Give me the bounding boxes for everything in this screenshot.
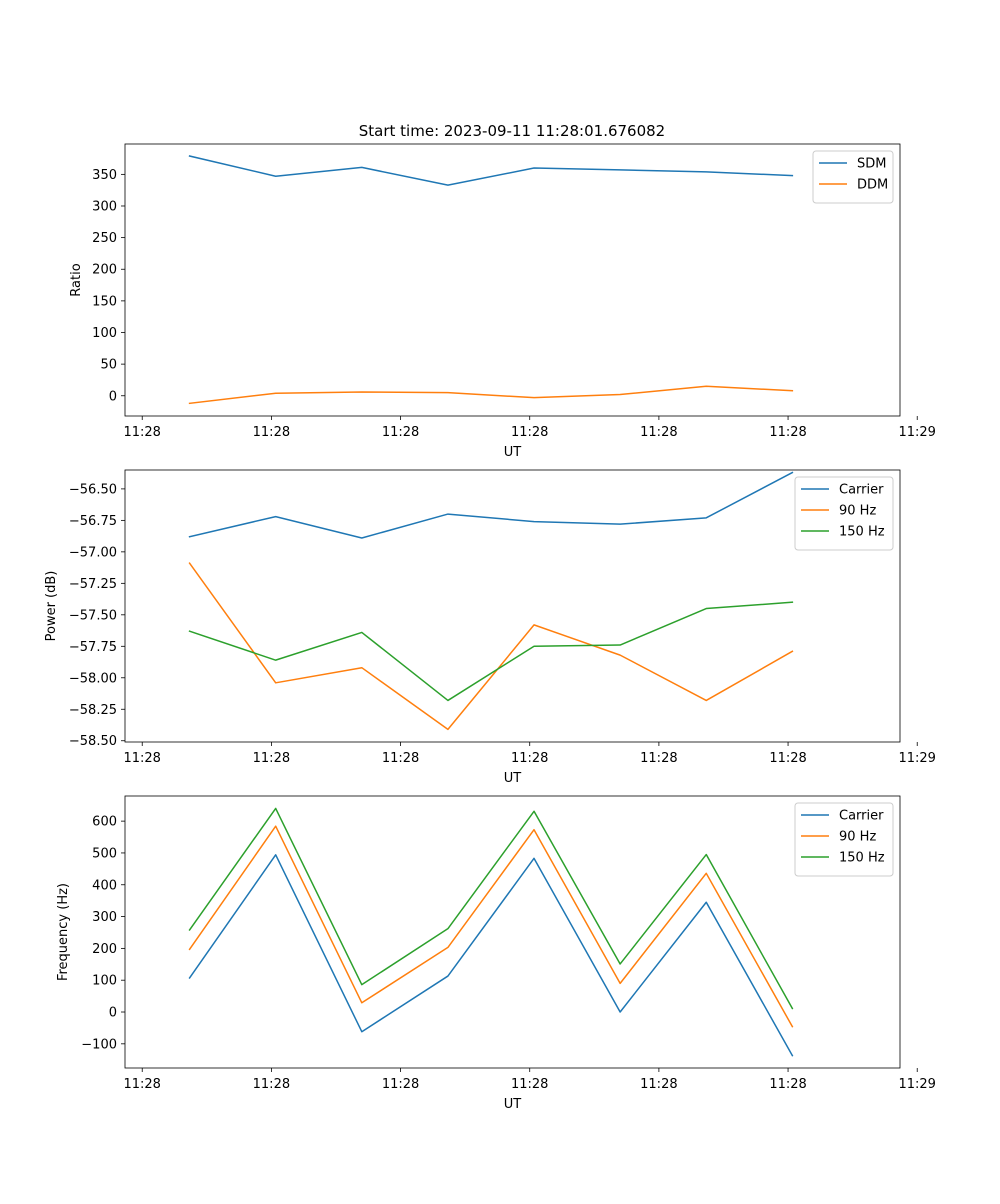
x-tick-label: 11:28 [123,1077,160,1092]
y-tick-label: −56.50 [69,482,117,497]
series-line-ddm [188,385,794,405]
subplot-2: 11:28 11:28 11:28 11:28 11:28 11:28 11:29 −58.5… [44,469,936,786]
y-axis-label: Frequency (Hz) [56,883,71,981]
legend-label: SDM [857,157,886,172]
y-axis-label: Power (dB) [44,571,59,642]
x-tick-label: 11:28 [382,751,419,766]
y-tick-label: −57.50 [69,608,117,623]
y-axis-label: Ratio [69,263,84,296]
y-tick-label: −57.00 [69,545,117,560]
y-tick-label: −58.00 [69,671,117,686]
subplot-3: 11:28 11:28 11:28 11:28 11:28 11:28 11:29 −100 0… [56,795,936,1112]
legend-label: DDM [857,178,888,193]
y-tick-label: 400 [92,878,117,893]
series-line-90-hz [188,562,794,731]
y-tick-label: 100 [92,974,117,989]
legend-label: 90 Hz [839,830,876,845]
x-tick-label: 11:28 [511,1077,548,1092]
x-tick-label: 11:29 [898,751,935,766]
series-line-sdm [188,155,794,186]
x-tick-label: 11:28 [511,425,548,440]
x-axis-label: UT [504,1097,522,1112]
legend-label: Carrier [839,809,884,824]
legend-label: Carrier [839,483,884,498]
y-tick-label: 250 [92,231,117,246]
x-tick-label: 11:28 [640,751,677,766]
legend-label: 150 Hz [839,851,885,866]
figure-title: Start time: 2023-09-11 11:28:01.676082 [359,122,665,140]
series-line-150-hz [188,601,794,702]
y-tick-label: 0 [109,389,117,404]
y-tick-label: −100 [81,1037,117,1052]
y-tick-label: −57.75 [69,640,117,655]
y-tick-label: 50 [100,358,117,373]
x-tick-label: 11:28 [253,425,290,440]
x-tick-label: 11:29 [898,425,935,440]
y-tick-label: −58.25 [69,703,117,718]
x-tick-label: 11:28 [511,751,548,766]
axes-frame [124,143,901,417]
y-tick-label: 300 [92,199,117,214]
y-tick-label: 200 [92,942,117,957]
y-tick-label: −56.75 [69,514,117,529]
series-line-90-hz [188,825,794,1028]
y-tick-label: 200 [92,263,117,278]
x-tick-label: 11:28 [123,751,160,766]
x-axis-label: UT [504,771,522,786]
axes-frame [124,795,901,1069]
x-tick-label: 11:28 [382,425,419,440]
x-tick-label: 11:28 [123,425,160,440]
legend: SDM DDM [812,150,894,204]
y-tick-label: 100 [92,326,117,341]
legend-label: 90 Hz [839,504,876,519]
y-tick-label: 300 [92,910,117,925]
x-tick-label: 11:28 [640,1077,677,1092]
y-tick-label: 600 [92,815,117,830]
legend-label: 150 Hz [839,525,885,540]
x-tick-label: 11:28 [769,1077,806,1092]
legend: Carrier 90 Hz 150 Hz [794,476,894,551]
y-tick-label: −58.50 [69,734,117,749]
series-line-150-hz [188,807,794,1010]
x-axis-label: UT [504,445,522,460]
x-tick-label: 11:28 [382,1077,419,1092]
series-line-carrier [188,471,794,539]
series-line-carrier [188,854,794,1057]
x-tick-label: 11:28 [253,751,290,766]
axes-frame [124,469,901,743]
x-tick-label: 11:28 [253,1077,290,1092]
x-tick-label: 11:28 [769,751,806,766]
x-tick-label: 11:29 [898,1077,935,1092]
x-tick-label: 11:28 [769,425,806,440]
y-tick-label: 350 [92,168,117,183]
y-tick-label: 150 [92,294,117,309]
y-tick-label: 0 [109,1006,117,1021]
legend: Carrier 90 Hz 150 Hz [794,802,894,877]
y-tick-label: 500 [92,846,117,861]
legend-box [812,150,894,204]
x-tick-label: 11:28 [640,425,677,440]
subplot-1: 11:28 11:28 11:28 11:28 11:28 11:28 11:29 0 50 10… [69,143,936,460]
y-tick-label: −57.25 [69,577,117,592]
